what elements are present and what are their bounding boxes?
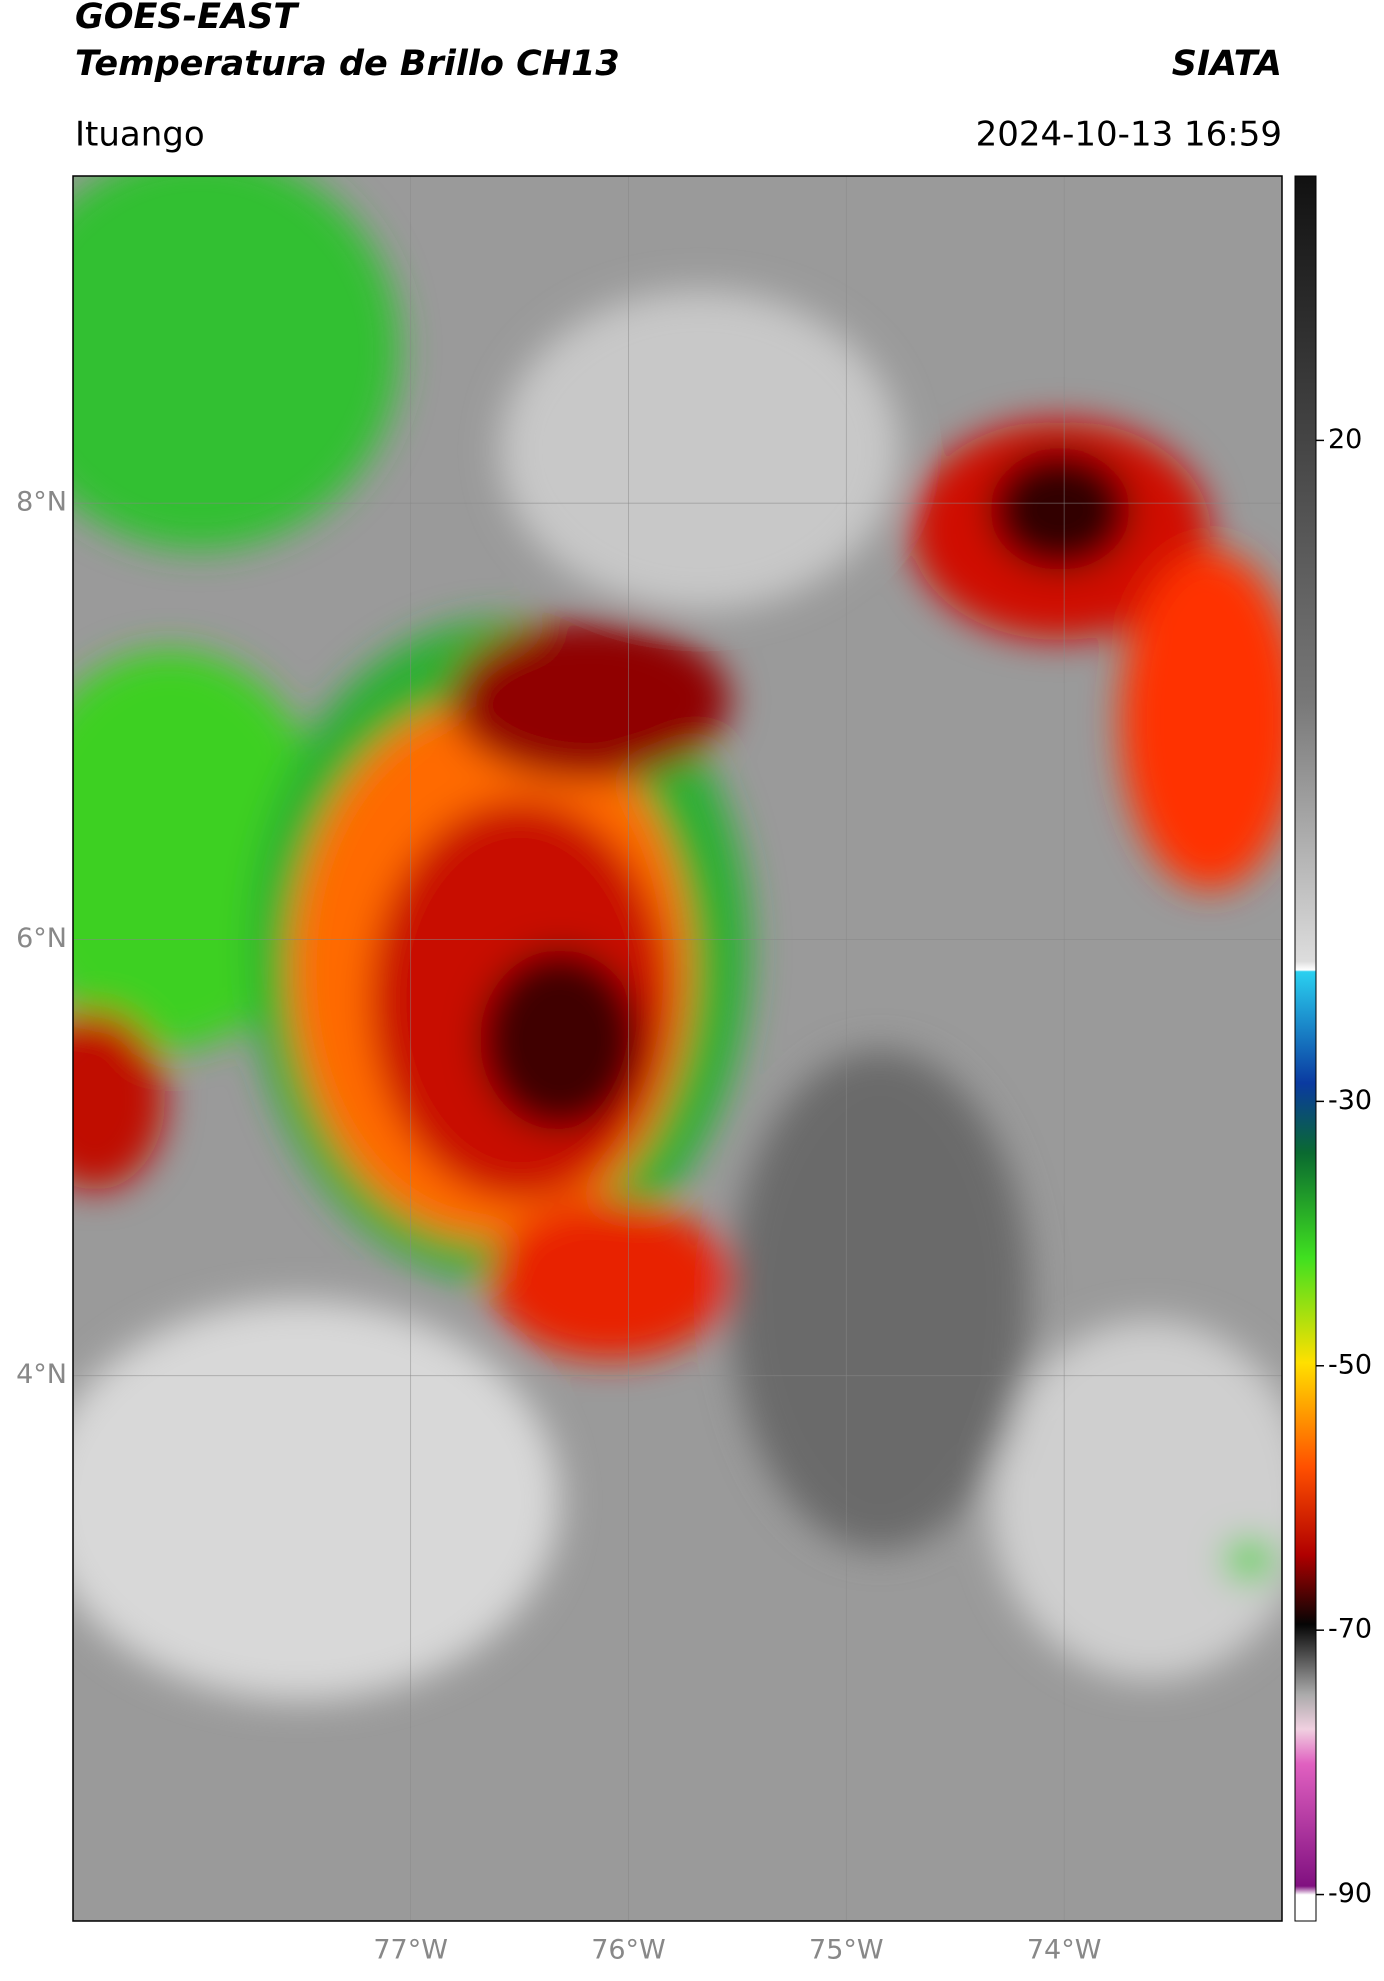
y-tick-label: 8°N bbox=[16, 487, 67, 518]
colorbar-tick-label: -50 bbox=[1328, 1349, 1372, 1380]
location: Ituango bbox=[75, 115, 205, 155]
datetime: 2024-10-13 16:59 bbox=[976, 115, 1282, 155]
satellite-image bbox=[73, 176, 1282, 1921]
y-tick-label: 4°N bbox=[16, 1359, 67, 1390]
colorbar-tick-label: 20 bbox=[1328, 424, 1362, 455]
colorbar-tick-label: -70 bbox=[1328, 1614, 1372, 1645]
colorbar-tick-label: -30 bbox=[1328, 1085, 1372, 1116]
x-tick-label: 77°W bbox=[373, 1935, 448, 1966]
organization: SIATA bbox=[1172, 44, 1282, 84]
subtitle: Temperatura de Brillo CH13 bbox=[75, 44, 620, 84]
map-frame bbox=[72, 175, 1283, 1922]
x-tick-label: 75°W bbox=[809, 1935, 884, 1966]
title: GOES-EAST bbox=[75, 0, 300, 37]
x-tick-label: 76°W bbox=[591, 1935, 666, 1966]
x-tick-label: 74°W bbox=[1027, 1935, 1102, 1966]
colorbar-tick-label: -90 bbox=[1328, 1878, 1372, 1909]
y-tick-label: 6°N bbox=[16, 923, 67, 954]
colorbar bbox=[1294, 175, 1317, 1922]
